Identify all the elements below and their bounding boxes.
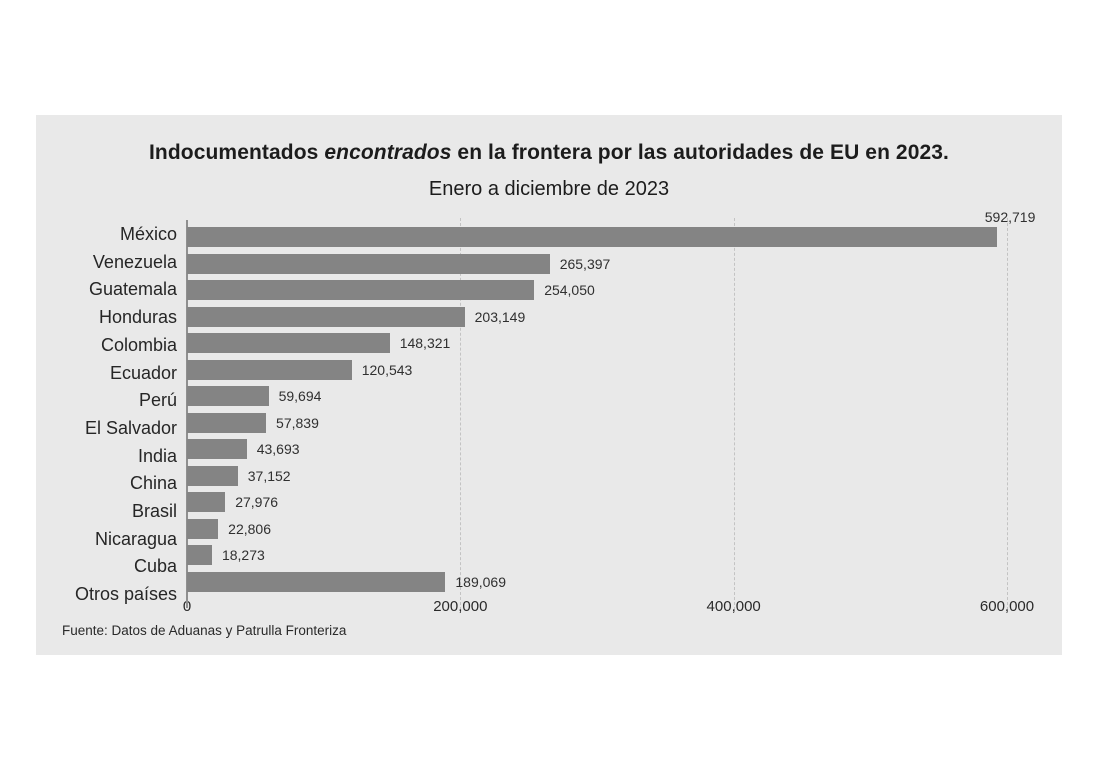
grid-line [460,218,462,610]
value-label: 57,839 [276,414,319,431]
value-label: 592,719 [984,209,1036,226]
country-label: Ecuador [109,362,177,383]
value-label: 43,693 [256,441,300,458]
value-label: 189,069 [455,573,506,590]
value-label: 203,149 [474,308,526,325]
x-tick-label: 400,000 [706,598,761,615]
chart-title: Indocumentados encontrados en la fronter… [36,141,1062,165]
country-label: El Salvador [84,417,177,438]
bar [187,306,465,327]
bar [187,545,212,566]
source-note: Fuente: Datos de Aduanas y Patrulla Fron… [62,623,347,638]
value-label: 148,321 [399,335,451,352]
bar [187,571,446,592]
x-tick-label: 600,000 [979,598,1035,615]
country-label: Perú [138,390,177,411]
bar [187,227,998,248]
country-label: Venezuela [92,251,177,272]
grid-line [733,218,735,610]
bar [187,280,535,301]
value-label: 22,806 [228,520,271,537]
bar [187,465,238,486]
country-label: México [119,224,177,244]
bar [187,253,550,274]
bar [187,386,269,407]
bar [187,492,226,513]
value-label: 37,152 [247,467,291,484]
chart-title-suffix: en la frontera por las autoridades de EU… [451,141,949,164]
value-label: 265,397 [559,255,611,272]
value-label: 254,050 [544,282,595,299]
chart-subtitle: Enero a diciembre de 2023 [428,178,670,200]
bar [187,333,390,354]
bar-chart: 0200,000400,000600,000México592,719Venez… [75,209,1035,615]
bar [187,412,267,433]
country-label: China [129,473,177,494]
bar [187,359,352,380]
chart-title-prefix: Indocumentados [149,141,325,164]
country-label: Guatemala [88,279,177,300]
country-label: Colombia [100,334,177,355]
country-label: Honduras [98,307,177,328]
country-label: Nicaragua [94,528,177,549]
bar [187,439,247,460]
chart-panel: Indocumentados encontrados en la fronter… [36,115,1062,655]
value-label: 18,273 [221,547,265,564]
x-tick-label: 200,000 [433,598,488,615]
country-label: Otros países [74,584,177,605]
value-label: 120,543 [361,361,413,378]
value-label: 27,976 [235,494,279,511]
chart-title-italic: encontrados [324,141,452,164]
country-label: India [137,445,177,466]
bar [187,518,219,539]
value-label: 59,694 [278,388,322,405]
country-label: Cuba [133,556,177,577]
country-label: Brasil [131,501,177,521]
grid-line [1007,218,1008,610]
